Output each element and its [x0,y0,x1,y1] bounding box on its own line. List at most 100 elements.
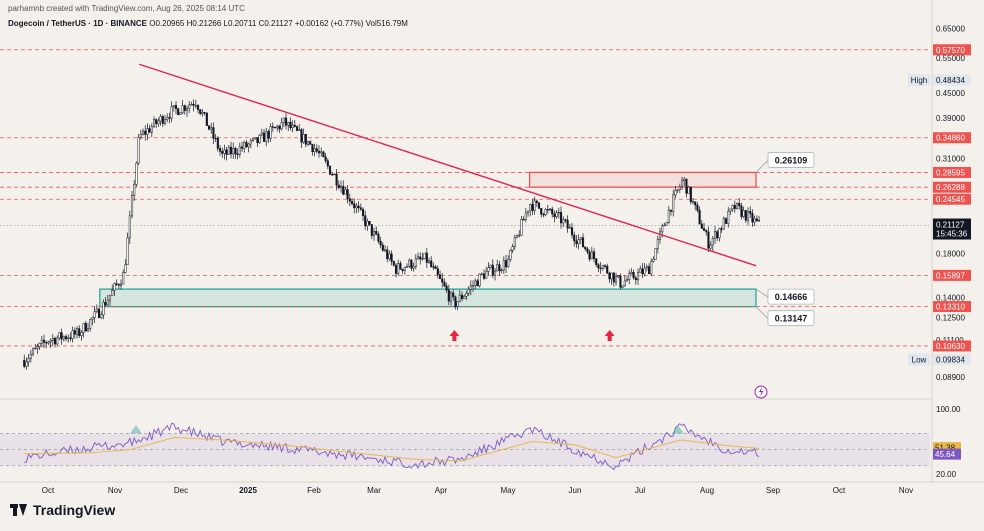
up-arrow-icon [449,330,460,341]
candle [603,265,607,267]
candle [135,162,138,185]
candle [304,133,307,145]
candle [236,153,239,155]
candle [254,137,257,140]
symbol-legend[interactable]: Dogecoin / TetherUS · 1D · BINANCE O0.20… [8,19,408,28]
candle [100,314,103,318]
candle [326,160,329,167]
candle [687,186,690,194]
candle [271,126,274,128]
level-tag [933,166,971,178]
candle [509,250,512,260]
candle [632,272,635,279]
candle [713,231,717,239]
candle [40,339,43,344]
candle [755,218,758,222]
candle [551,208,554,215]
high-marker-label: High [911,76,927,85]
last-price-tag [933,218,971,240]
candle [399,263,402,270]
candle [414,258,417,267]
candle [533,200,536,211]
candle [375,231,378,235]
candle [144,130,147,135]
candle [91,317,94,320]
credit-text: parhamnb created with TradingView.com, A… [8,4,245,13]
brand-name: TradingView [33,502,116,518]
time-tick-label: 2025 [239,486,257,495]
time-tick-label: Oct [833,486,846,495]
candle [573,234,576,242]
low-marker-label: Low [912,356,927,365]
rsi-value-label: 51.38 [935,443,956,452]
candle [601,265,604,269]
candle [262,132,266,142]
candle [269,126,272,139]
candle [372,231,376,236]
level-tag [933,193,971,205]
candle [289,121,292,129]
candle [355,205,358,209]
level-tag-label: 0.57570 [936,46,965,55]
candle [300,129,303,143]
lightning-glyph [759,387,764,397]
candle [119,283,123,286]
price-tick-label: 0.55000 [936,54,965,63]
candle [234,147,237,155]
candle [445,285,448,291]
candle [249,140,252,145]
candle [86,328,90,332]
candle [51,338,54,341]
candle [458,294,461,302]
candle [476,280,479,287]
price-tick-label: 0.14000 [936,294,965,303]
level-tag-label: 0.13310 [936,303,965,312]
annotation-box [767,152,815,168]
candle [432,266,435,268]
candle [663,224,666,227]
candle [526,210,530,214]
candle [181,105,184,114]
candle [36,346,39,349]
candle [566,219,569,229]
candle [746,211,750,221]
candle [190,104,193,106]
candle [333,173,336,176]
candle [247,143,250,148]
candle [161,116,164,124]
candle [359,207,362,210]
candle [313,148,316,152]
candle [168,117,171,119]
candle [634,277,637,281]
candle [353,203,356,209]
candle [245,142,248,148]
time-tick-label: Nov [108,486,122,495]
rsi-overbought-fill [672,425,684,434]
candle [685,178,688,194]
countdown-label: 15:45:36 [936,230,968,239]
candle [383,249,387,251]
open-value: O0.20965 [149,19,185,28]
candle [47,341,50,344]
candle [60,332,63,340]
candle [581,237,585,248]
rsi-value-tag [933,448,961,460]
candle [408,259,411,267]
candle [25,361,28,367]
candle [540,208,543,215]
candle [661,225,664,233]
candle [537,202,541,209]
candle [742,210,745,217]
candle [194,105,197,107]
tradingview-brand[interactable]: TradingView [10,502,115,518]
candle [502,260,505,271]
candle [740,205,743,217]
candle [735,202,739,209]
candle [183,105,186,111]
level-tag [933,181,971,193]
candle [592,251,596,259]
candle [617,275,620,278]
candle [467,289,470,294]
candle [322,151,325,158]
